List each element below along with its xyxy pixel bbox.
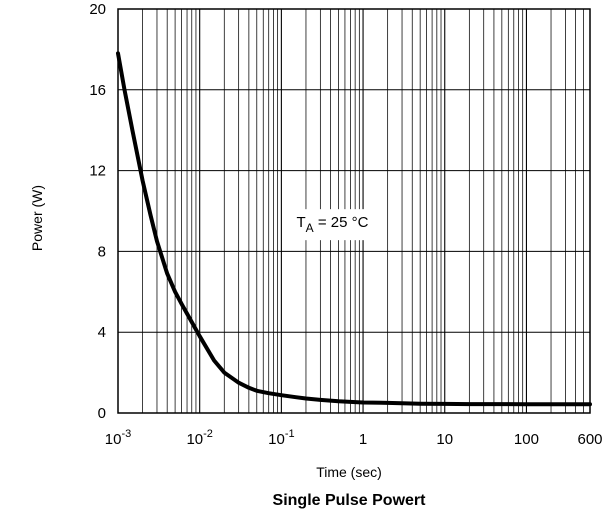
x-tick-label: 1 <box>359 431 367 448</box>
x-tick-base: 10 <box>436 431 453 448</box>
x-tick-exponent: -1 <box>285 428 295 440</box>
x-tick-base: 100 <box>514 431 539 448</box>
x-tick-label: 10-2 <box>186 428 212 448</box>
y-tick-label: 16 <box>89 82 106 99</box>
annotation-symbol: T <box>296 214 305 231</box>
x-axis-title: Time (sec) <box>316 464 382 480</box>
x-tick-label: 10-3 <box>105 428 131 448</box>
y-tick-label: 8 <box>98 243 106 260</box>
y-axis-title: Power (W) <box>29 185 45 251</box>
x-tick-label: 100 <box>514 431 539 448</box>
ambient-temp-annotation: TA = 25 °C <box>296 214 368 235</box>
x-tick-label: 10-1 <box>268 428 294 448</box>
x-tick-base: 10 <box>186 431 203 448</box>
x-tick-base: 1 <box>359 431 367 448</box>
x-tick-base: 10 <box>268 431 285 448</box>
y-tick-label: 12 <box>89 163 106 180</box>
x-tick-base: 10 <box>105 431 122 448</box>
series-group <box>116 51 592 407</box>
annotation-value: = 25 °C <box>314 214 369 231</box>
x-tick-label: 10 <box>436 431 453 448</box>
plot-frame <box>117 8 591 414</box>
x-tick-exponent: -2 <box>203 428 213 440</box>
x-tick-base: 600 <box>577 431 602 448</box>
x-tick-exponent: -3 <box>121 428 131 440</box>
y-tick-label: 20 <box>89 1 106 18</box>
annotation-subscript: A <box>306 221 314 235</box>
power-curve <box>116 51 592 407</box>
y-tick-labels: 0 4 8 12 16 20 <box>89 1 106 422</box>
y-tick-label: 4 <box>98 324 106 341</box>
y-tick-label: 0 <box>98 405 106 422</box>
x-tick-label: 600 <box>577 431 602 448</box>
chart-caption: Single Pulse Powert <box>273 492 427 509</box>
x-tick-labels: 10-3 10-2 10-1 1 10 100 600 <box>105 428 603 448</box>
annotation-background <box>291 209 374 241</box>
grid-lines <box>118 9 590 413</box>
